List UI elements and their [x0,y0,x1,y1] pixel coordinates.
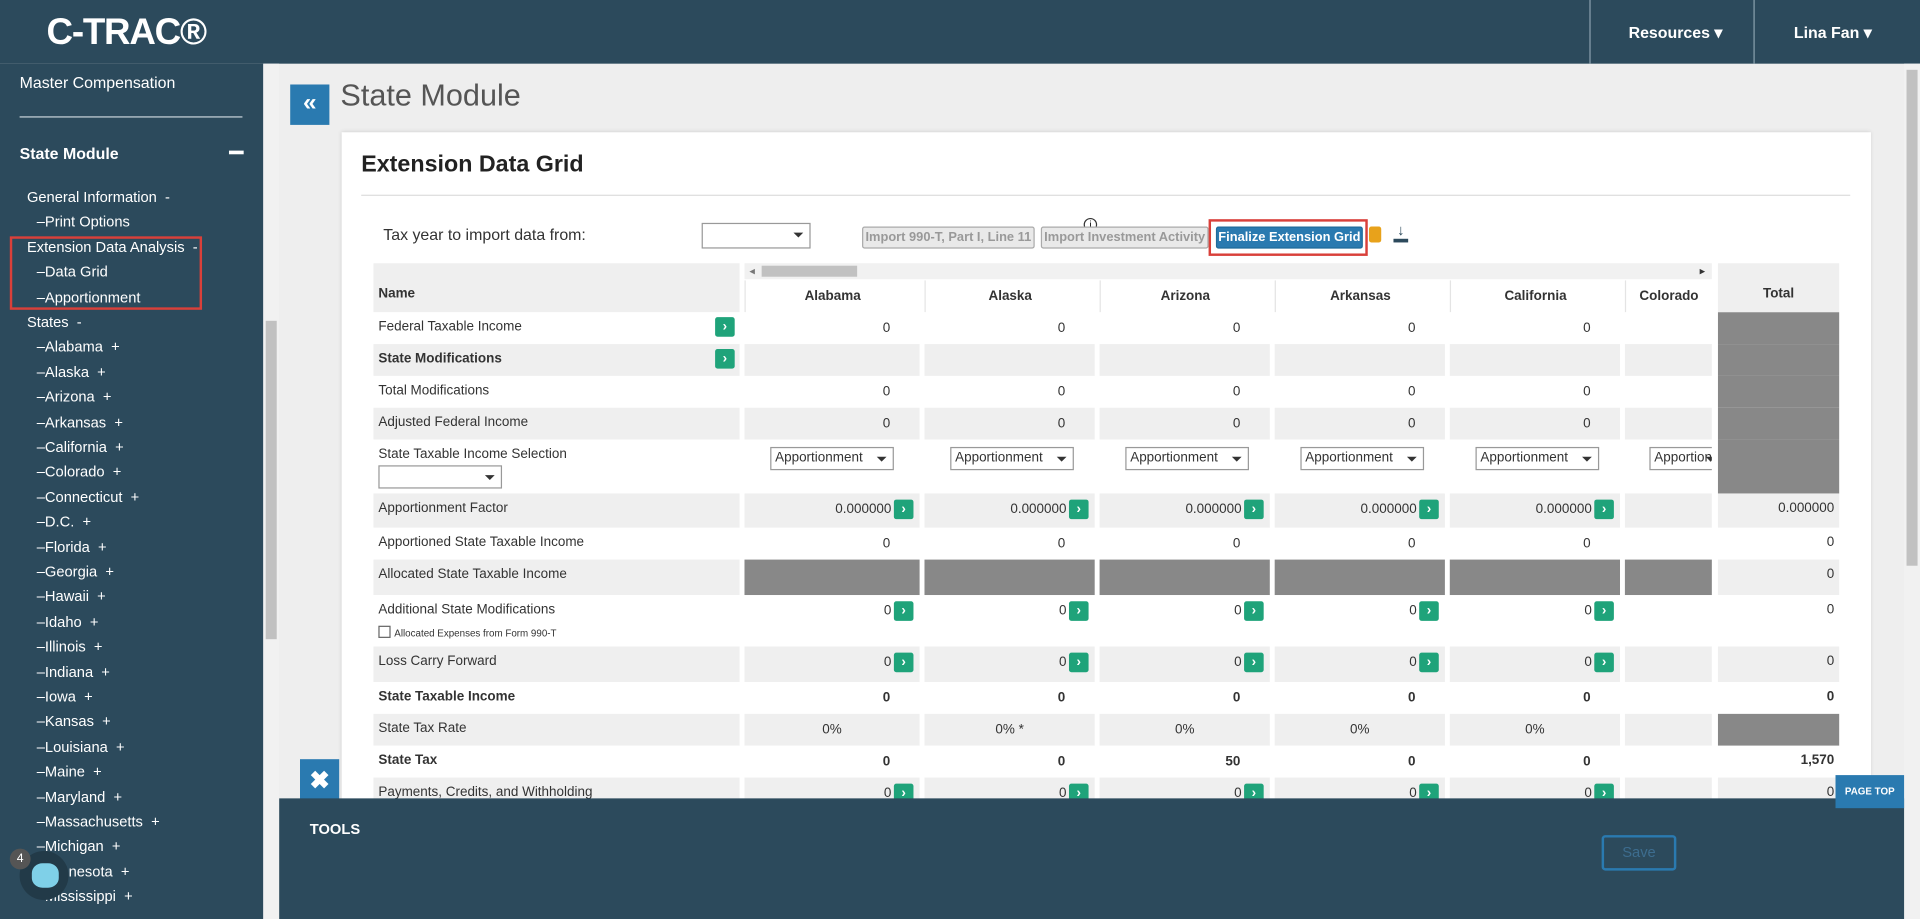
nav-link[interactable]: –Arkansas + [36,413,123,431]
import-button[interactable]: Import Investment Activity [1040,226,1209,249]
highlight-box [9,236,203,310]
nav-link[interactable]: –Alabama + [36,338,120,356]
sidebar: Master Compensation State Module General… [0,63,264,919]
nav-link[interactable]: –D.C. + [36,513,92,531]
nav-link[interactable]: –Alaska + [36,363,106,381]
page-scrollbar [1904,63,1920,919]
nav-link[interactable]: –Arizona + [36,388,112,406]
scroll-thumb[interactable] [265,320,277,640]
nav-link[interactable]: –Print Options [36,213,130,231]
logo[interactable]: C-TRAC® [46,12,208,53]
nav-link[interactable]: States - [26,313,82,331]
nav-link[interactable]: –Idaho + [36,613,99,631]
nav-link[interactable]: –Maine + [36,763,102,781]
caret: ▾ [1859,23,1872,42]
page-title: State Module [340,78,521,113]
tax-year-select[interactable] [701,222,811,249]
user-menu[interactable]: Lina Fan ▾ [1794,23,1872,43]
nav-link[interactable]: Extension Data Analysis - [26,238,198,256]
save-button[interactable]: Save [1601,835,1677,871]
nav-link[interactable]: –Maryland + [36,788,123,806]
nav-link[interactable]: Master Compensation [19,73,176,92]
nav-link[interactable]: –Michigan + [36,838,121,856]
divider [1753,0,1755,64]
import-button[interactable]: Import 990-T, Part I, Line 11 [862,226,1035,249]
tools-panel: TOOLS Save [279,798,1905,919]
nav-link[interactable]: –Apportionment [36,288,141,306]
nav-link[interactable]: –Louisiana + [36,738,125,756]
badge: 4 [9,848,31,870]
divider [1589,0,1591,64]
lock-icon[interactable] [1368,226,1382,243]
nav-link[interactable]: –Colorado + [36,463,122,481]
nav-link[interactable]: –Florida + [36,538,107,556]
nav-link[interactable]: –Iowa + [36,688,93,706]
download-icon[interactable]: ↓ [1393,223,1409,243]
card: Extension Data Grid Tax year to import d… [341,132,1872,818]
divider [361,194,1851,196]
menu-label[interactable]: Resources [1628,23,1710,42]
nav-link[interactable]: –Data Grid [36,263,108,281]
menu-label[interactable]: Lina Fan [1793,23,1860,42]
caret: ▾ [1709,23,1723,42]
nav-link[interactable]: –Georgia + [36,563,114,581]
field-label: Tax year to import data from: [383,225,586,244]
panel-title: TOOLS [309,820,361,838]
scroll-thumb[interactable] [1906,69,1918,566]
nav-link[interactable]: –Massachusetts + [36,813,160,831]
sidebar-scrollbar [263,63,280,919]
nav-link[interactable]: –Hawaii + [36,588,106,606]
finalize-button[interactable]: Finalize Extension Grid [1215,226,1363,249]
card-title: Extension Data Grid [361,151,584,178]
section-title[interactable]: State Module [19,144,119,163]
avatar-icon [31,863,59,888]
back-button[interactable]: « [290,84,330,125]
nav-link[interactable]: –Indiana + [36,663,110,681]
top-bar: C-TRAC® [0,0,1920,64]
page-top-button[interactable]: PAGE TOP [1835,775,1905,809]
collapse-icon[interactable] [228,150,244,155]
nav-link[interactable]: General Information - [26,188,170,206]
nav-link[interactable]: –Connecticut + [36,488,140,506]
highlight-box [1208,219,1368,256]
divider [19,116,243,118]
nav-link[interactable]: –California + [36,438,124,456]
nav-link[interactable]: –Illinois + [36,638,103,656]
nav-link[interactable]: –Kansas + [36,713,111,731]
user-menu[interactable]: Resources ▾ [1629,23,1723,43]
